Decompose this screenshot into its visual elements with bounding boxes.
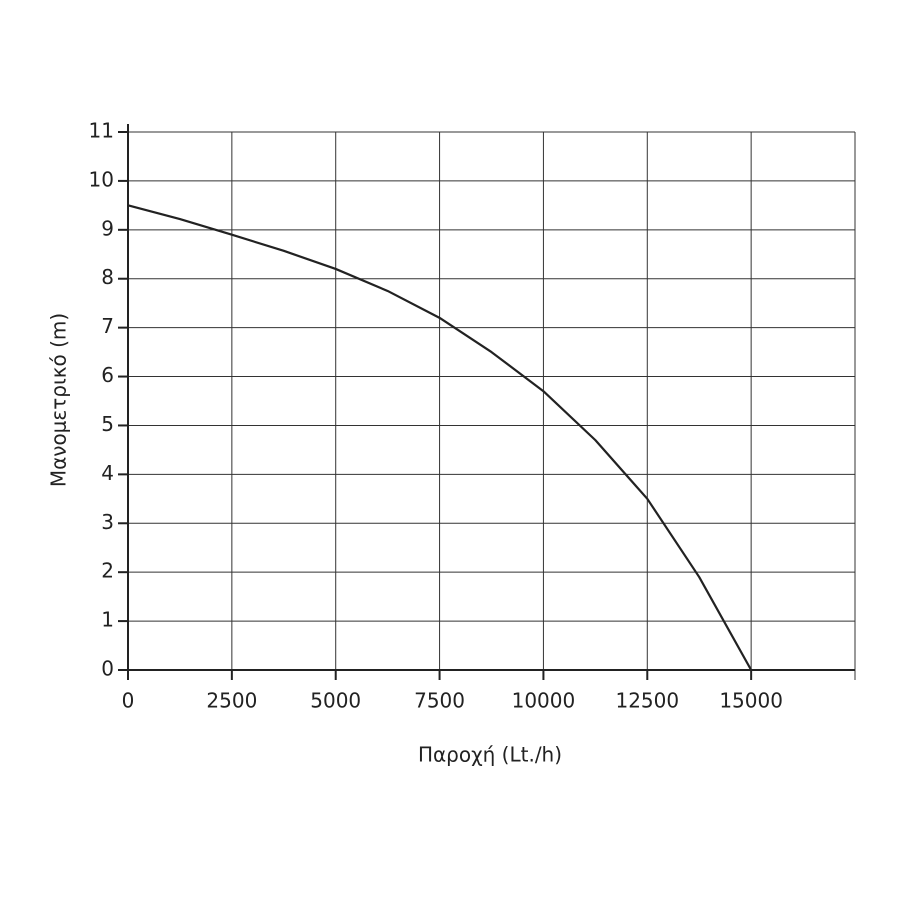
y-tick-label: 0 [101, 657, 114, 681]
y-axis-label: Μανομετρικό (m) [47, 313, 71, 487]
x-tick-label: 5000 [310, 689, 361, 713]
y-tick-label: 1 [101, 608, 114, 632]
x-tick-label: 7500 [414, 689, 465, 713]
x-tick-label: 15000 [719, 689, 783, 713]
curve [127, 204, 753, 671]
y-tick-label: 6 [101, 363, 114, 387]
y-tick-label: 3 [101, 510, 114, 534]
y-tick-label: 10 [89, 167, 114, 191]
x-tick-label: 12500 [615, 689, 679, 713]
x-axis-label: Παροχή (Lt./h) [418, 743, 562, 767]
y-tick-label: 11 [89, 119, 114, 143]
x-tick-label: 10000 [512, 689, 576, 713]
y-tick-label: 9 [101, 216, 114, 240]
y-tick-label: 7 [101, 314, 114, 338]
y-tick-label: 8 [101, 265, 114, 289]
y-tick-label: 4 [101, 461, 114, 485]
x-tick-label: 2500 [206, 689, 257, 713]
x-tick-label: 0 [122, 689, 135, 713]
y-tick-label: 2 [101, 559, 114, 583]
y-tick-label: 5 [101, 412, 114, 436]
